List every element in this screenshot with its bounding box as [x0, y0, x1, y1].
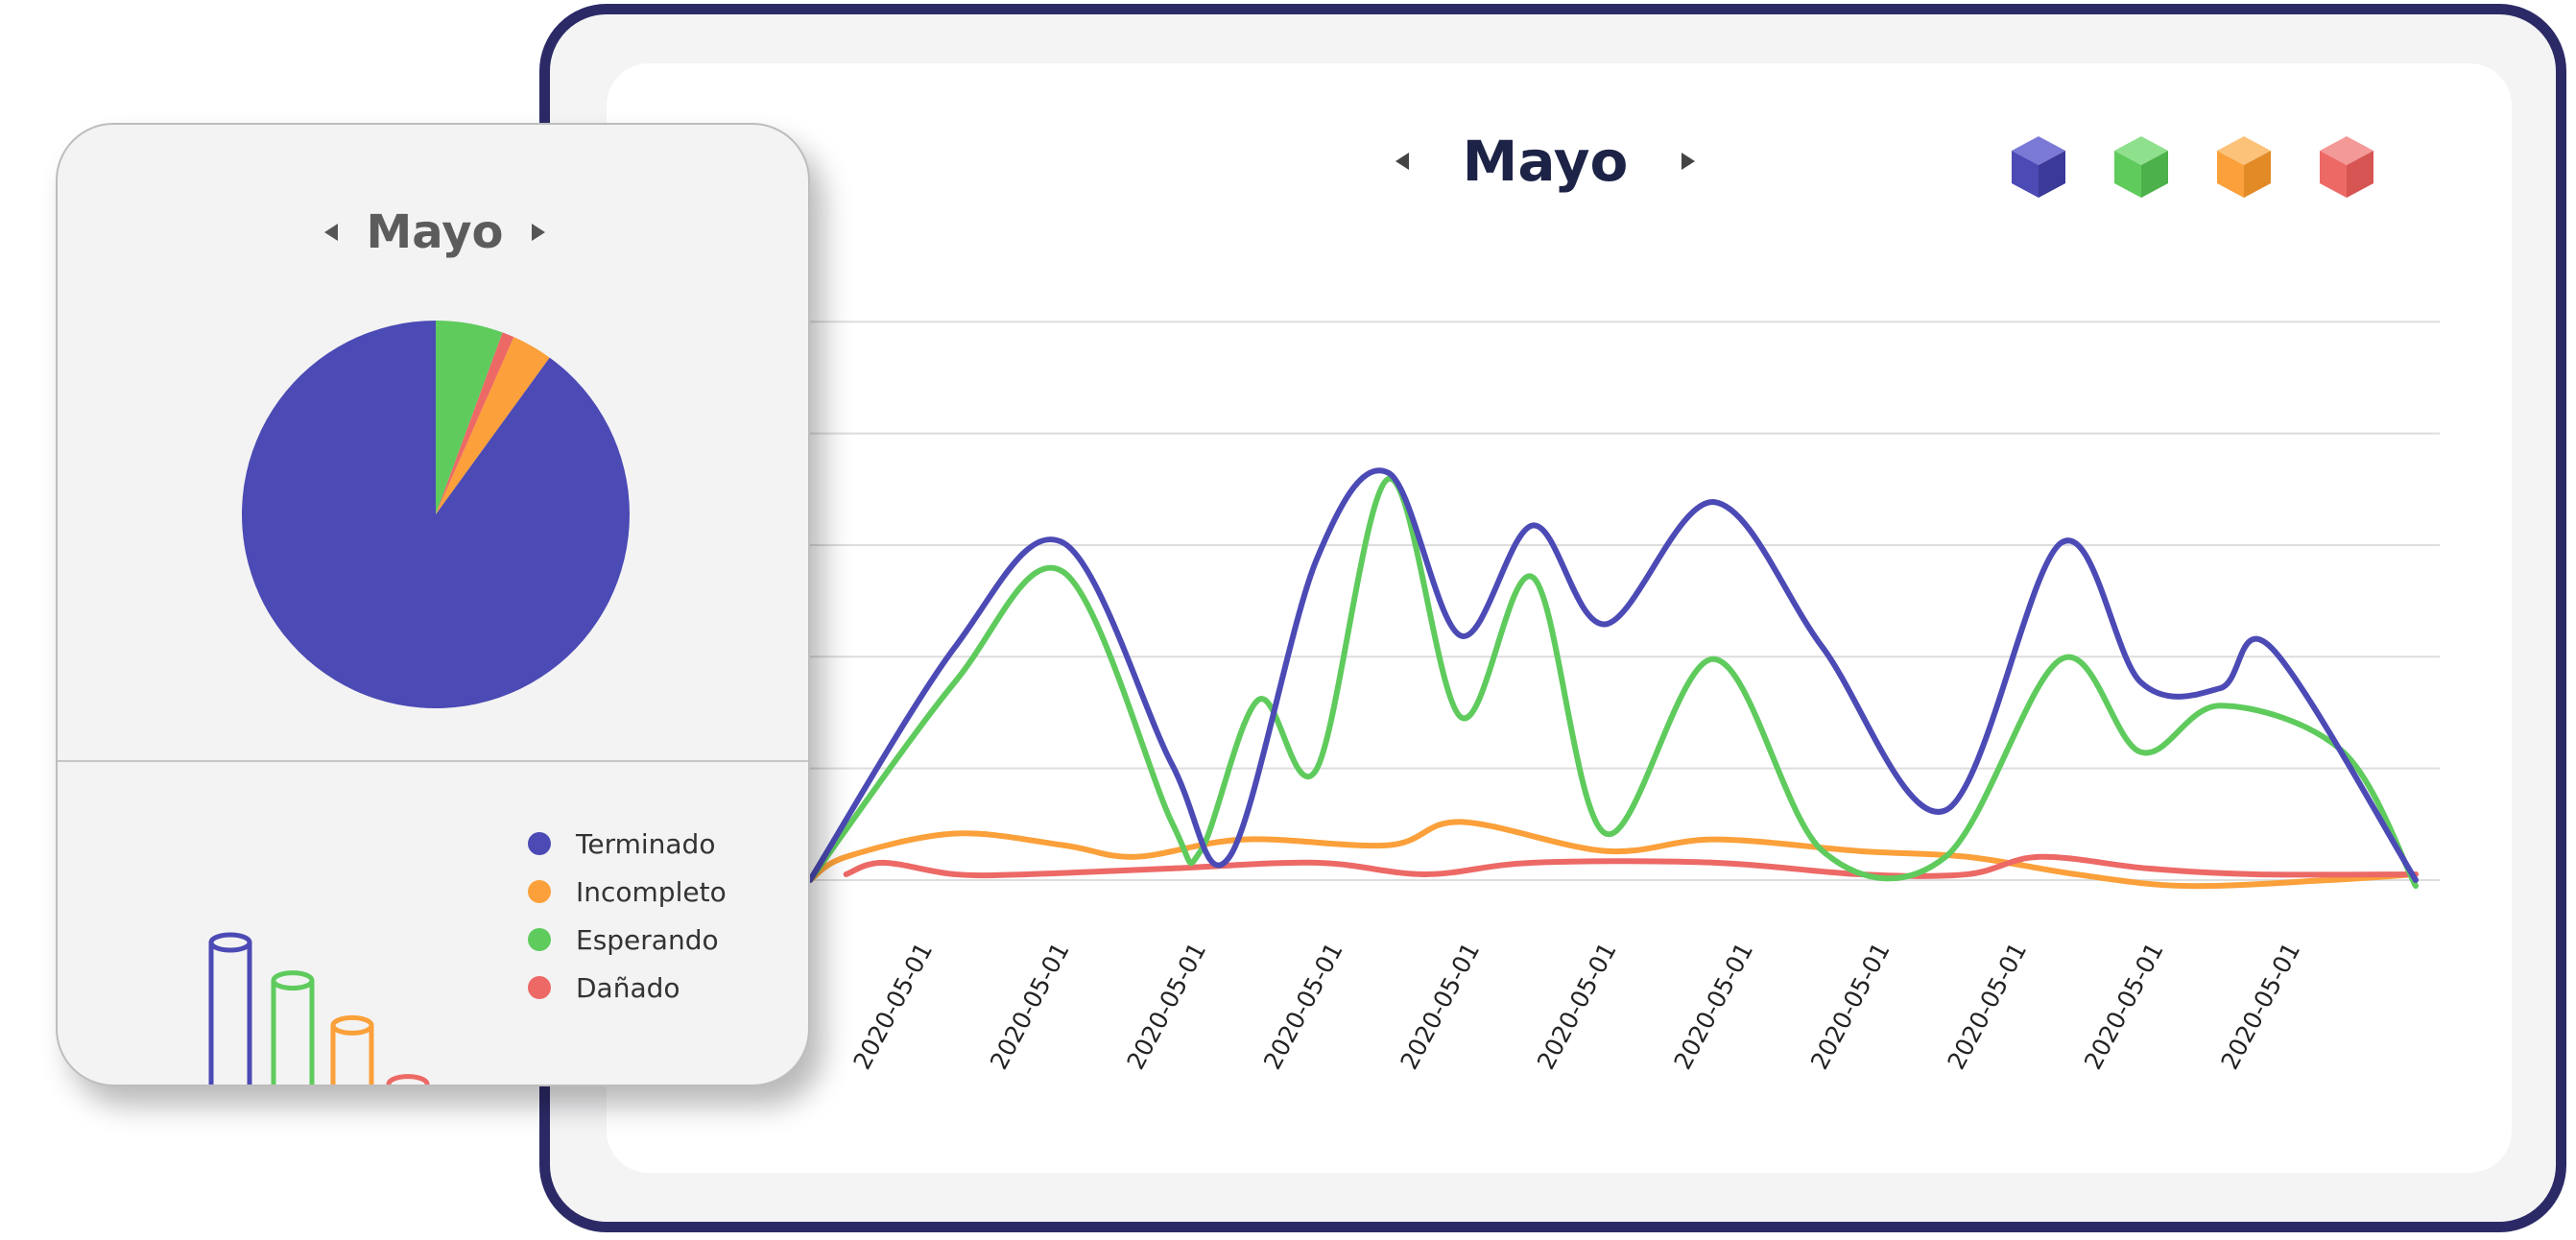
legend-dot: [528, 880, 551, 903]
pie-slice-incompleto: [436, 337, 550, 514]
card-divider: [58, 760, 808, 762]
legend-item-terminado: Terminado: [528, 820, 727, 868]
x-tick-label: 2020-05-01: [1805, 938, 1896, 1074]
x-tick-label: 2020-05-01: [1668, 938, 1758, 1074]
x-tick-label: 2020-05-01: [2215, 938, 2305, 1074]
legend-label: Terminado: [576, 827, 716, 860]
card-month-selector: Mayo: [58, 194, 808, 271]
cylinder-bar-incompleto: [330, 1014, 374, 1085]
cylinder-bar-esperando: [271, 970, 315, 1085]
month-selector: Mayo: [1372, 113, 1718, 209]
series-line-incompleto: [807, 819, 2419, 890]
legend-label: Dañado: [576, 971, 680, 1004]
cube-icon-esperando[interactable]: [2112, 134, 2170, 200]
x-tick-label: 2020-05-01: [1258, 938, 1348, 1074]
cube-icon-incompleto[interactable]: [2215, 134, 2273, 200]
legend-item-esperando: Esperando: [528, 916, 727, 964]
series-line-esperando: [807, 475, 2419, 890]
card-month-title: Mayo: [366, 205, 504, 259]
cube-icon-terminado[interactable]: [2010, 134, 2067, 200]
legend-label: Esperando: [576, 923, 719, 956]
pie-slice-terminado: [242, 321, 631, 708]
x-tick-label: 2020-05-01: [847, 938, 938, 1074]
x-tick-label: 2020-05-01: [2079, 938, 2169, 1074]
legend-dot: [528, 832, 551, 855]
x-tick-label: 2020-05-01: [985, 938, 1075, 1074]
prev-month-icon[interactable]: [1395, 153, 1409, 170]
line-chart: 2020-05-01 2020-05-01 2020-05-01 2020-05-01…: [799, 321, 2440, 1074]
tablet-screen: [607, 63, 2512, 1173]
pie-slice-esperando: [436, 321, 503, 514]
x-tick-label: 2020-05-01: [1121, 938, 1211, 1074]
legend-label: Incompleto: [576, 875, 727, 908]
x-tick-label: 2020-05-01: [1395, 938, 1485, 1074]
summary-card: Mayo Terminado Incompleto Esperando Daña…: [56, 123, 810, 1086]
legend-item-incompleto: Incompleto: [528, 868, 727, 916]
legend-dot: [528, 976, 551, 999]
series-line-dañado: [843, 853, 2419, 879]
card-prev-month-icon[interactable]: [323, 224, 338, 241]
x-tick-label: 2020-05-01: [1942, 938, 2032, 1074]
cylinder-bar-terminado: [208, 932, 252, 1085]
cylinder-bar-danado: [386, 1074, 430, 1085]
card-next-month-icon[interactable]: [532, 224, 546, 241]
x-tick-label: 2020-05-01: [1532, 938, 1622, 1074]
month-title: Mayo: [1462, 129, 1629, 194]
legend-dot: [528, 928, 551, 951]
cylinder-bars: [208, 932, 430, 1085]
status-cubes: [2010, 134, 2375, 200]
pie-chart: [242, 321, 631, 708]
legend-item-danado: Dañado: [528, 964, 727, 1012]
pie-slice-danado: [436, 332, 514, 514]
legend: Terminado Incompleto Esperando Dañado: [528, 820, 727, 1012]
series-line-terminado: [807, 467, 2419, 883]
next-month-icon[interactable]: [1682, 153, 1696, 170]
cube-icon-danado[interactable]: [2318, 134, 2375, 200]
